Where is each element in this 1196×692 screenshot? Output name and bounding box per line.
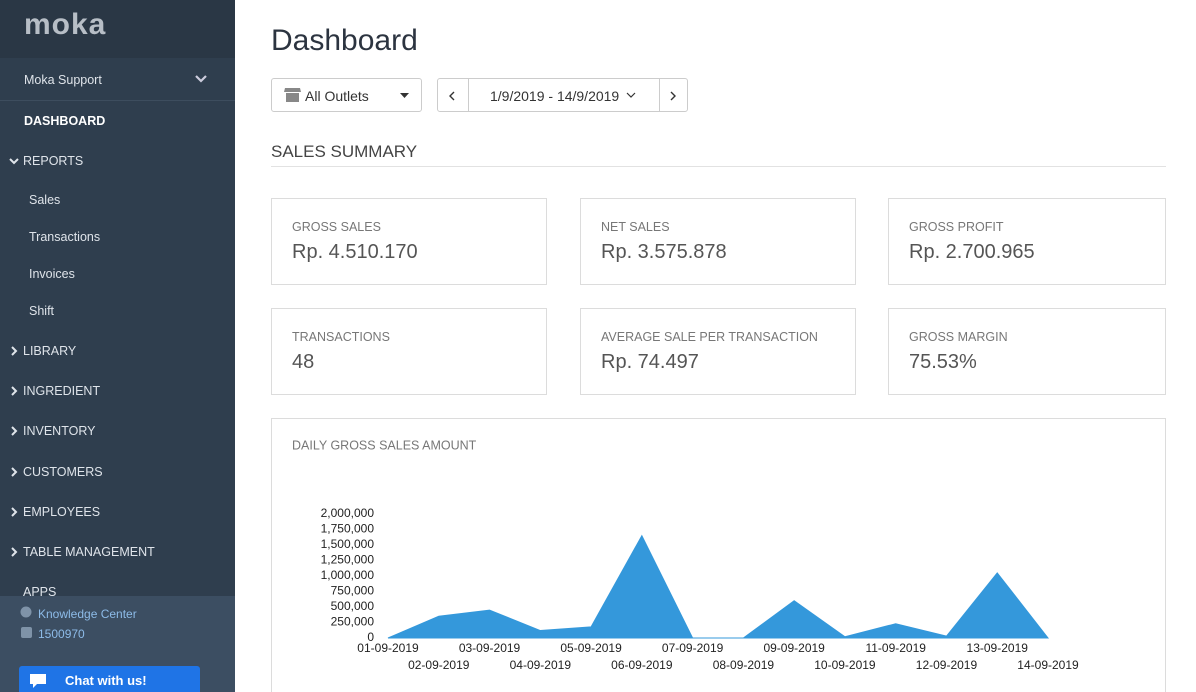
card-value: 48 — [292, 351, 315, 373]
card: GROSS MARGIN 75.53% — [888, 308, 1166, 395]
y-tick-label: 1,750,000 — [321, 522, 375, 536]
x-tick-label: 04-09-2019 — [510, 658, 572, 672]
menu-item[interactable]: EMPLOYEES — [23, 505, 101, 519]
card: GROSS PROFIT Rp. 2.700.965 — [888, 198, 1166, 285]
y-tick-label: 1,000,000 — [321, 568, 375, 582]
menu-item[interactable]: DASHBOARD — [24, 114, 106, 128]
submenu-item[interactable]: Shift — [29, 304, 55, 318]
chat-button[interactable]: Chat with us! — [19, 666, 200, 692]
card: NET SALES Rp. 3.575.878 — [580, 198, 856, 285]
y-tick-label: 1,500,000 — [321, 537, 375, 551]
chat-icon — [30, 674, 46, 688]
y-tick-label: 1,250,000 — [321, 553, 375, 567]
caret — [626, 92, 636, 98]
chart-title: DAILY GROSS SALES AMOUNT — [292, 438, 477, 452]
menu-item[interactable]: REPORTS — [23, 154, 84, 168]
x-tick-label: 11-09-2019 — [865, 641, 926, 655]
menu-item[interactable]: INGREDIENT — [23, 384, 101, 398]
x-tick-label: 09-09-2019 — [763, 641, 825, 655]
menu-item[interactable]: INVENTORY — [23, 424, 96, 438]
card-label: AVERAGE SALE PER TRANSACTION — [601, 330, 818, 344]
outlet-select[interactable]: All Outlets — [271, 78, 422, 112]
x-tick-label: 08-09-2019 — [713, 658, 775, 672]
account-row[interactable]: Moka Support — [0, 58, 235, 101]
y-tick-label: 500,000 — [331, 599, 375, 613]
card-value: Rp. 2.700.965 — [909, 241, 1035, 263]
menu-chevrons — [9, 158, 19, 557]
sidebar: moka Moka Support DASHBOARD REPORTS Sale… — [0, 0, 235, 692]
link[interactable]: Knowledge Center — [38, 607, 137, 621]
chat-label: Chat with us! — [65, 673, 147, 688]
area — [387, 534, 1050, 639]
menu-item[interactable]: LIBRARY — [23, 344, 77, 358]
card-value: Rp. 74.497 — [601, 351, 699, 373]
date-separator — [468, 79, 660, 111]
section-title: SALES SUMMARY — [271, 142, 418, 161]
prev[interactable] — [448, 90, 458, 102]
card-value: Rp. 3.575.878 — [601, 241, 727, 263]
menu-item[interactable]: TABLE MANAGEMENT — [23, 545, 155, 559]
date-range: 1/9/2019 - 14/9/2019 — [490, 88, 620, 104]
logo[interactable]: moka — [24, 8, 107, 41]
sidebar-footer: Knowledge Center 1500970 Chat with us! — [0, 596, 235, 692]
y-tick-label: 750,000 — [331, 584, 375, 598]
card-label: NET SALES — [601, 220, 670, 234]
page-title: Dashboard — [271, 24, 418, 57]
card: GROSS SALES Rp. 4.510.170 — [271, 198, 547, 285]
menu-item[interactable]: APPS — [23, 585, 57, 599]
menu-item[interactable]: CUSTOMERS — [23, 465, 103, 479]
date-picker[interactable]: 1/9/2019 - 14/9/2019 — [437, 78, 688, 112]
submenu-item[interactable]: Invoices — [29, 267, 75, 281]
card-label: GROSS SALES — [292, 220, 381, 234]
y-tick-label: 2,000,000 — [321, 506, 375, 520]
x-tick-label: 10-09-2019 — [814, 658, 876, 672]
y-tick-label: 0 — [367, 630, 374, 644]
submenu-item[interactable]: Sales — [29, 193, 61, 207]
x-tick-label: 07-09-2019 — [662, 641, 724, 655]
x-tick-label: 06-09-2019 — [611, 658, 673, 672]
x-tick-label: 03-09-2019 — [459, 641, 521, 655]
y-tick-label: 250,000 — [331, 615, 375, 629]
chart-border — [271, 418, 1166, 692]
caret — [400, 93, 409, 98]
submenu-item[interactable]: Transactions — [29, 230, 101, 244]
card-label: GROSS PROFIT — [909, 220, 1004, 234]
x-tick-label: 12-09-2019 — [916, 658, 978, 672]
x-tick-label: 02-09-2019 — [408, 658, 470, 672]
x-tick-label: 05-09-2019 — [560, 641, 622, 655]
x-tick-label: 14-09-2019 — [1017, 658, 1079, 672]
account: Moka Support — [24, 73, 102, 87]
divider — [271, 166, 1166, 167]
outlet-label: All Outlets — [305, 88, 369, 104]
card-value: Rp. 4.510.170 — [292, 241, 418, 263]
chevron — [195, 75, 207, 83]
logo-area: moka — [0, 0, 235, 58]
store-icon — [284, 88, 301, 102]
phone[interactable]: 1500970 — [38, 627, 85, 641]
card-label: TRANSACTIONS — [292, 330, 390, 344]
icons — [20, 606, 32, 638]
x-tick-label: 01-09-2019 — [357, 641, 419, 655]
card: TRANSACTIONS 48 — [271, 308, 547, 395]
card-value: 75.53% — [909, 351, 977, 373]
card: AVERAGE SALE PER TRANSACTION Rp. 74.497 — [580, 308, 856, 395]
x-tick-label: 13-09-2019 — [967, 641, 1029, 655]
next[interactable] — [668, 90, 678, 102]
card-label: GROSS MARGIN — [909, 330, 1008, 344]
